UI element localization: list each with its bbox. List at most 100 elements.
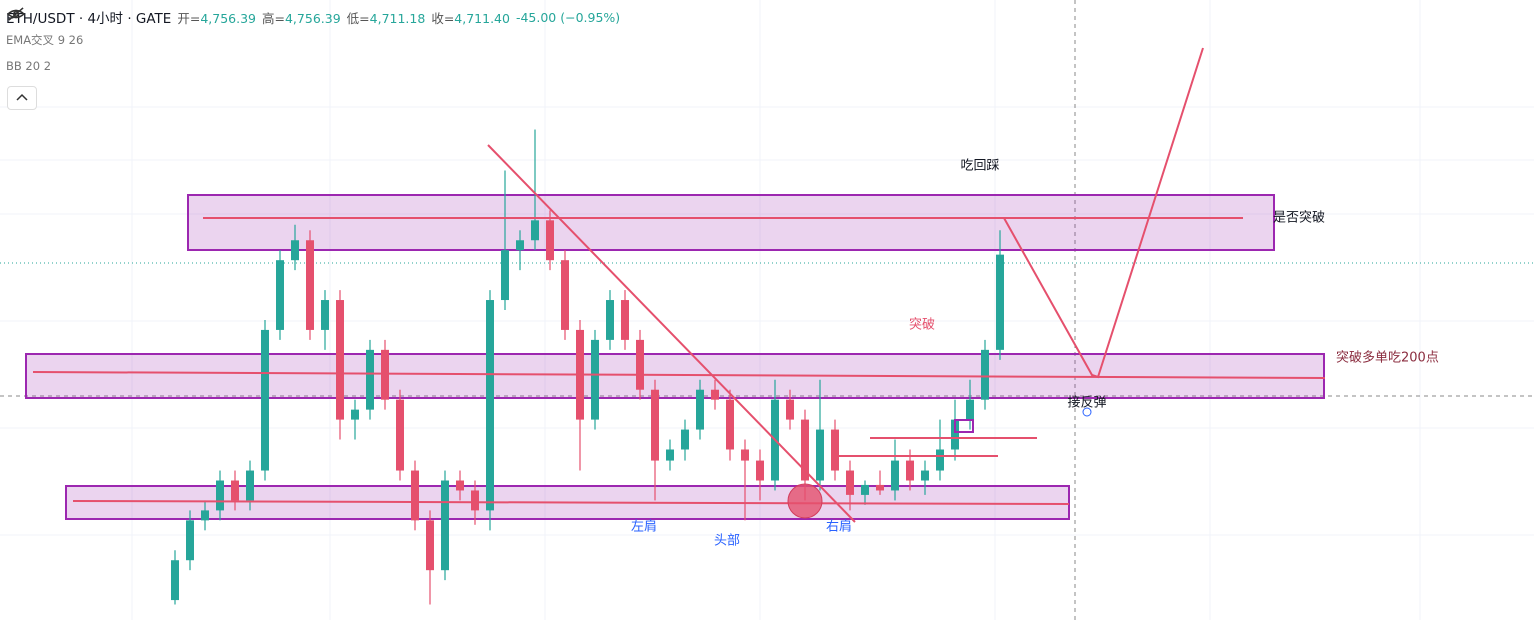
candle-body	[351, 409, 359, 420]
ohlc-item: 收=4,711.40	[431, 8, 510, 27]
candle-body	[651, 389, 659, 461]
candle-body	[921, 470, 929, 481]
candle-body	[396, 399, 404, 471]
candle-body	[516, 240, 524, 251]
candle-body	[411, 470, 419, 521]
candle-body	[426, 520, 434, 571]
symbol: ETH/USDT · 4小时 · GATE	[6, 11, 172, 27]
candle-body	[186, 520, 194, 561]
annotation: 左肩	[631, 519, 657, 535]
ohlc-label: 开=	[177, 10, 201, 26]
candle-body	[681, 429, 689, 450]
candle-body	[831, 429, 839, 471]
ohlc-item: 高=4,756.39	[262, 8, 341, 27]
ohlc-value: 4,756.39	[200, 10, 256, 26]
candle-body	[816, 429, 824, 481]
resistance-zone	[187, 194, 1275, 251]
candle-body	[936, 449, 944, 471]
candle-body	[246, 470, 254, 501]
candle-body	[846, 470, 854, 495]
zones	[25, 194, 1325, 520]
ohlc-label: 收=	[431, 10, 455, 26]
candle-body	[306, 240, 314, 330]
candle-body	[201, 510, 209, 521]
candle-body	[981, 349, 989, 400]
candle-body	[531, 220, 539, 241]
candle-body	[861, 484, 869, 495]
candle-body	[636, 339, 644, 390]
candle-body	[726, 399, 734, 450]
candle-body	[876, 484, 884, 491]
annotation: 接反弹	[1067, 395, 1106, 411]
annotation: 吃回踩	[960, 158, 999, 174]
candle-body	[471, 490, 479, 511]
projection-path	[1003, 47, 1204, 379]
candle-body	[606, 300, 614, 340]
caret-icon	[16, 93, 28, 101]
indicator[interactable]: EMA交叉 9 26	[6, 7, 620, 53]
legend: ETH/USDT · 4小时 · GATE 开=4,756.39 高=4,756.…	[6, 7, 620, 79]
candle-body	[291, 240, 299, 261]
candle-body	[711, 389, 719, 400]
ohlc-label: 低=	[346, 10, 370, 26]
candle-body	[231, 480, 239, 501]
eye-slash	[8, 7, 24, 21]
candle-body	[441, 480, 449, 571]
candle-body	[171, 560, 179, 601]
trend-line	[487, 144, 856, 523]
drawings	[32, 47, 1326, 523]
candle-body	[756, 460, 764, 481]
indicator-name: EMA交叉 9 26	[6, 33, 84, 47]
highlight-circle	[787, 483, 823, 519]
candle-body	[561, 260, 569, 330]
breakout-zone	[25, 353, 1325, 399]
crosshair-dot	[1082, 407, 1092, 417]
candle-body	[996, 254, 1004, 350]
support-line	[72, 500, 1070, 505]
indicator[interactable]: BB 20 2	[6, 7, 620, 79]
candle-body	[621, 300, 629, 340]
candle-body	[381, 349, 389, 400]
candle-body	[321, 300, 329, 330]
annotation: 右肩	[826, 519, 852, 535]
candle-body	[666, 449, 674, 461]
annotation: 头部	[714, 534, 740, 549]
candle-body	[501, 250, 509, 301]
candle-body	[591, 339, 599, 420]
candle-body	[951, 419, 959, 450]
candle-body	[261, 329, 269, 471]
ohlc-value: 4,711.18	[369, 10, 426, 26]
ohlc-row: ETH/USDT · 4小时 · GATE 开=4,756.39 高=4,756.…	[6, 7, 621, 28]
change: -45.00 (−0.95%)	[515, 9, 621, 25]
candle-body	[276, 260, 284, 330]
collapse-button[interactable]	[7, 86, 37, 110]
candle-body	[891, 460, 899, 491]
candle-body	[906, 460, 914, 481]
candle-body	[696, 389, 704, 430]
annotation: 突破	[909, 317, 935, 333]
neckline	[32, 371, 1326, 379]
indicator-name: BB 20 2	[6, 59, 52, 73]
candle-body	[741, 449, 749, 461]
candle-body	[366, 349, 374, 410]
candles	[171, 129, 1004, 605]
candle-body	[966, 399, 974, 420]
ohlc-item: 开=4,756.39	[177, 8, 256, 27]
ohlc-value: 4,711.40	[454, 10, 510, 26]
ohlc-item: 低=4,711.18	[347, 8, 426, 27]
small-box	[954, 419, 974, 433]
candle-body	[786, 399, 794, 420]
eye-icon	[6, 7, 26, 21]
eye-pupil	[13, 11, 19, 17]
candle-body	[216, 480, 224, 511]
annotation: 突破多单吃200点	[1336, 350, 1439, 366]
candle-body	[486, 300, 494, 511]
candle-body	[546, 220, 554, 261]
candle-body	[456, 480, 464, 491]
ohlc-label: 高=	[262, 10, 285, 26]
candle-body	[336, 300, 344, 420]
